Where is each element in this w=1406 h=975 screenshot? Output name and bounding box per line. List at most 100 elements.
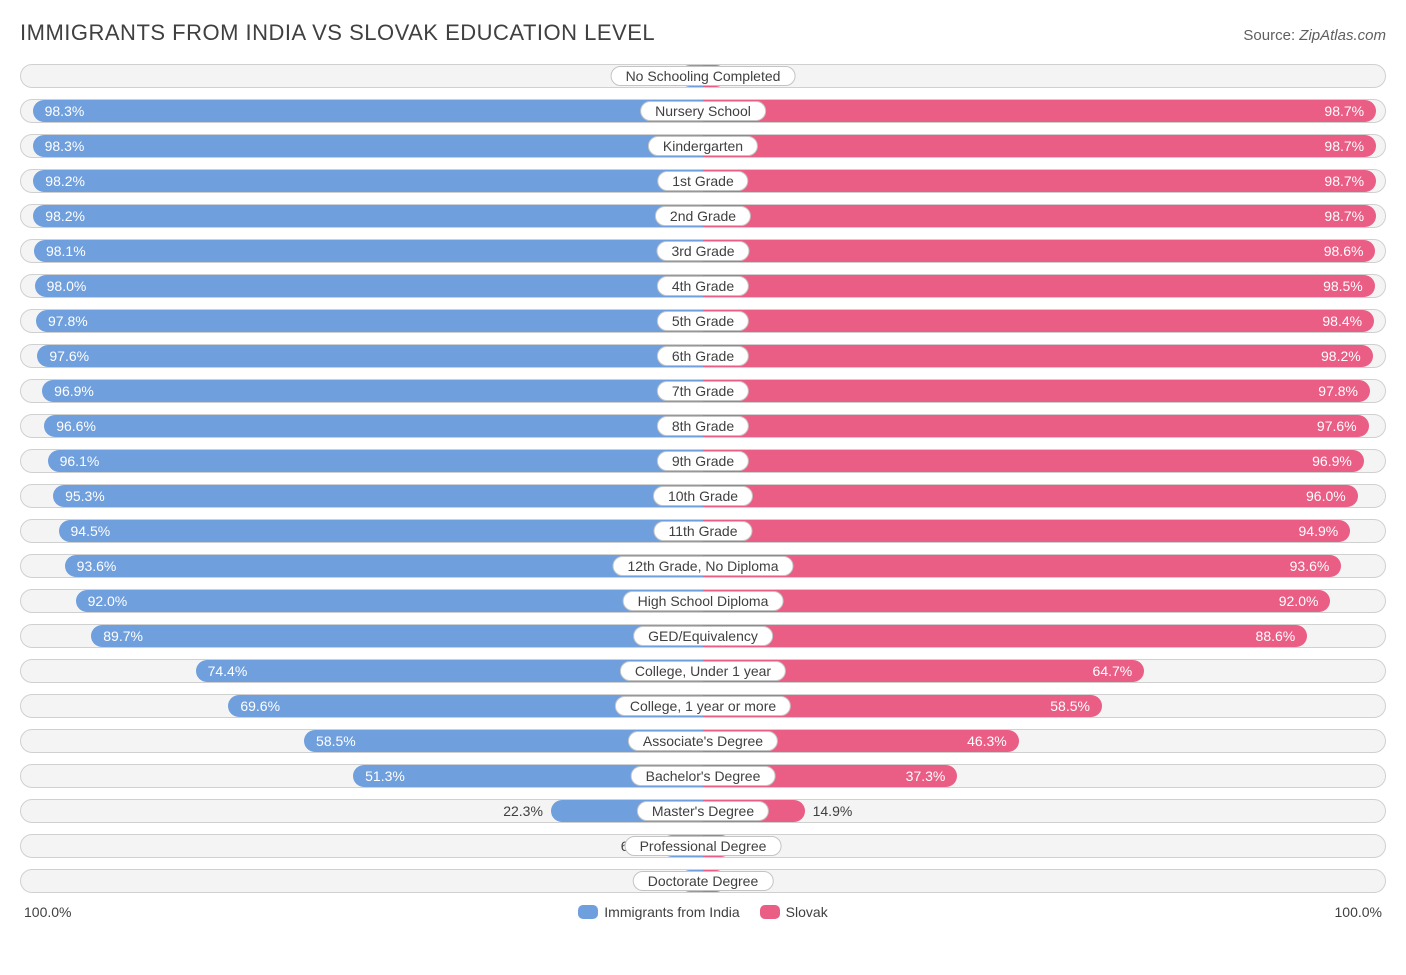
source-label: Source: <box>1243 27 1299 44</box>
bar-right-value: 94.9% <box>1299 523 1339 539</box>
bar-left-value: 22.3% <box>503 800 543 822</box>
bar-right-value: 98.7% <box>1324 138 1364 154</box>
bar-right: 97.8% <box>703 380 1370 402</box>
bar-right: 98.2% <box>703 345 1373 367</box>
category-label: 3rd Grade <box>656 241 749 261</box>
bar-right: 98.7% <box>703 135 1376 157</box>
chart-footer: 100.0% Immigrants from India Slovak 100.… <box>20 904 1386 920</box>
bar-right: 98.7% <box>703 170 1376 192</box>
chart-row: 51.3%37.3%Bachelor's Degree <box>20 764 1386 788</box>
legend-swatch-left <box>578 905 598 919</box>
bar-left-value: 97.8% <box>48 313 88 329</box>
source-site: ZipAtlas.com <box>1299 27 1386 44</box>
bar-right: 97.6% <box>703 415 1369 437</box>
chart-row: 22.3%14.9%Master's Degree <box>20 799 1386 823</box>
source-attribution: Source: ZipAtlas.com <box>1243 27 1386 44</box>
bar-left: 94.5% <box>59 520 703 542</box>
bar-right-value: 97.8% <box>1318 383 1358 399</box>
category-label: Bachelor's Degree <box>631 766 776 786</box>
category-label: 11th Grade <box>653 521 752 541</box>
bar-left-value: 93.6% <box>77 558 117 574</box>
legend-item-right: Slovak <box>760 904 828 920</box>
bar-left-value: 98.3% <box>45 138 85 154</box>
bar-right: 88.6% <box>703 625 1307 647</box>
bar-left: 96.9% <box>42 380 703 402</box>
bar-right-value: 98.5% <box>1323 278 1363 294</box>
bar-right-value: 96.9% <box>1312 453 1352 469</box>
bar-right-value: 58.5% <box>1050 698 1090 714</box>
bar-right-value: 93.6% <box>1290 558 1330 574</box>
bar-left: 98.2% <box>33 205 703 227</box>
bar-left-value: 95.3% <box>65 488 105 504</box>
chart-row: 58.5%46.3%Associate's Degree <box>20 729 1386 753</box>
bar-left: 97.8% <box>36 310 703 332</box>
bar-left-value: 98.2% <box>45 208 85 224</box>
legend-swatch-right <box>760 905 780 919</box>
category-label: 9th Grade <box>657 451 749 471</box>
chart-row: 97.8%98.4%5th Grade <box>20 309 1386 333</box>
bar-right: 98.6% <box>703 240 1375 262</box>
bar-left: 96.6% <box>44 415 703 437</box>
chart-row: 98.3%98.7%Nursery School <box>20 99 1386 123</box>
category-label: 10th Grade <box>653 486 753 506</box>
bar-left-value: 98.1% <box>46 243 86 259</box>
category-label: Associate's Degree <box>628 731 778 751</box>
chart-row: 98.3%98.7%Kindergarten <box>20 134 1386 158</box>
bar-left-value: 51.3% <box>365 768 405 784</box>
chart-row: 98.2% 98.7% 1st Grade <box>20 169 1386 193</box>
chart-row: 92.0%92.0%High School Diploma <box>20 589 1386 613</box>
bar-left: 95.3% <box>53 485 703 507</box>
chart-row: 74.4%64.7%College, Under 1 year <box>20 659 1386 683</box>
axis-left-max: 100.0% <box>24 904 71 920</box>
bar-left: 93.6% <box>65 555 703 577</box>
category-label: Nursery School <box>640 101 766 121</box>
category-label: College, 1 year or more <box>615 696 791 716</box>
chart-row: 69.6% 58.5% College, 1 year or more <box>20 694 1386 718</box>
bar-left-value: 97.6% <box>49 348 89 364</box>
category-label: College, Under 1 year <box>620 661 786 681</box>
bar-right-value: 92.0% <box>1279 593 1319 609</box>
category-label: 8th Grade <box>657 416 749 436</box>
chart-row: 95.3%96.0%10th Grade <box>20 484 1386 508</box>
bar-right: 93.6% <box>703 555 1341 577</box>
chart-row: 93.6%93.6%12th Grade, No Diploma <box>20 554 1386 578</box>
chart-row: 96.6% 97.6% 8th Grade <box>20 414 1386 438</box>
bar-left: 98.2% <box>33 170 703 192</box>
chart-row: 6.2%4.3%Professional Degree <box>20 834 1386 858</box>
category-label: Master's Degree <box>637 801 769 821</box>
bar-left: 89.7% <box>91 625 703 647</box>
bar-right: 98.4% <box>703 310 1374 332</box>
bar-left-value: 69.6% <box>240 698 280 714</box>
category-label: Professional Degree <box>625 836 782 856</box>
bar-right: 98.7% <box>703 100 1376 122</box>
category-label: 4th Grade <box>657 276 749 296</box>
bar-left-value: 96.6% <box>56 418 96 434</box>
bar-right-value: 98.2% <box>1321 348 1361 364</box>
bar-right-value: 98.7% <box>1324 103 1364 119</box>
chart-header: IMMIGRANTS FROM INDIA VS SLOVAK EDUCATIO… <box>20 20 1386 46</box>
bar-left: 97.6% <box>37 345 703 367</box>
bar-left-value: 98.2% <box>45 173 85 189</box>
diverging-bar-chart: 1.7%1.3%No Schooling Completed 98.3% 98.7%… <box>20 64 1386 893</box>
category-label: No Schooling Completed <box>611 66 796 86</box>
bar-left-value: 92.0% <box>88 593 128 609</box>
bar-right-value: 64.7% <box>1093 663 1133 679</box>
chart-row: 94.5% 94.9% 11th Grade <box>20 519 1386 543</box>
chart-row: 1.7%1.3%No Schooling Completed <box>20 64 1386 88</box>
chart-row: 98.1% 98.6%3rd Grade <box>20 239 1386 263</box>
chart-row: 96.9% 97.8% 7th Grade <box>20 379 1386 403</box>
bar-left-value: 89.7% <box>103 628 143 644</box>
bar-left: 96.1% <box>48 450 703 472</box>
category-label: 7th Grade <box>657 381 749 401</box>
category-label: 1st Grade <box>657 171 748 191</box>
chart-row: 97.6% 98.2% 6th Grade <box>20 344 1386 368</box>
category-label: 6th Grade <box>657 346 749 366</box>
bar-left: 98.0% <box>35 275 703 297</box>
bar-right-value: 98.7% <box>1324 173 1364 189</box>
bar-left: 98.1% <box>34 240 703 262</box>
bar-right-value: 97.6% <box>1317 418 1357 434</box>
bar-left-value: 96.9% <box>54 383 94 399</box>
category-label: Doctorate Degree <box>633 871 774 891</box>
legend-label-right: Slovak <box>786 904 828 920</box>
bar-right: 92.0% <box>703 590 1330 612</box>
